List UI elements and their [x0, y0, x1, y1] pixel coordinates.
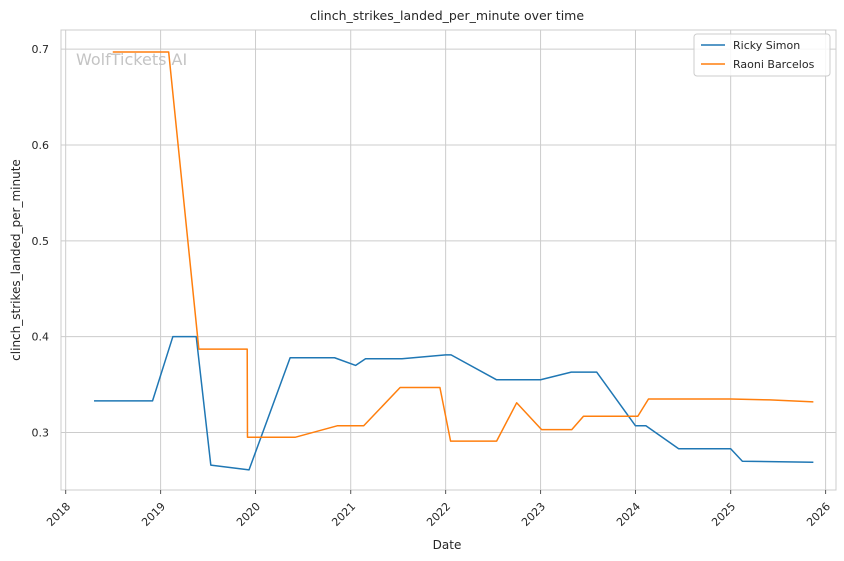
y-tick-label: 0.7 — [32, 43, 50, 56]
plot-frame — [60, 29, 837, 491]
y-tick-label: 0.3 — [32, 427, 50, 440]
chart-title: clinch_strikes_landed_per_minute over ti… — [310, 8, 584, 23]
y-tick-label: 0.6 — [32, 139, 50, 152]
y-tick-label: 0.5 — [32, 235, 50, 248]
series-line-ricky-simon — [94, 335, 814, 471]
series-line-raoni-barcelos — [112, 51, 814, 442]
x-axis-title: Date — [433, 538, 462, 552]
legend-box — [693, 33, 831, 77]
legend: Ricky Simon Raoni Barcelos — [693, 33, 831, 77]
watermark: WolfTickets AI — [76, 50, 187, 69]
series-layer — [94, 51, 814, 471]
y-tick-label: 0.4 — [32, 331, 50, 344]
legend-label: Ricky Simon — [733, 39, 800, 52]
y-axis-ticks: 0.3 0.4 0.5 0.6 0.7 — [32, 43, 50, 439]
legend-label: Raoni Barcelos — [733, 58, 815, 71]
y-axis-title: clinch_strikes_landed_per_minute — [9, 159, 23, 361]
